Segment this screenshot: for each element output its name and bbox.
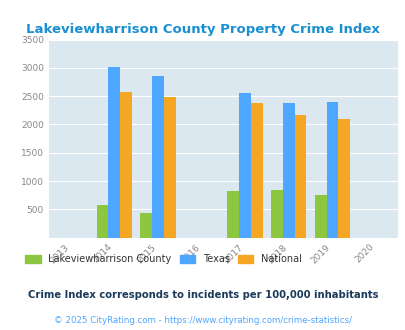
Text: Lakeviewharrison County Property Crime Index: Lakeviewharrison County Property Crime I…: [26, 23, 379, 36]
Bar: [120, 92, 132, 238]
Bar: [108, 67, 120, 238]
Bar: [250, 103, 262, 238]
Bar: [326, 102, 337, 238]
Bar: [282, 103, 294, 238]
Bar: [96, 205, 108, 238]
Bar: [227, 191, 239, 238]
Bar: [271, 190, 282, 238]
Bar: [151, 76, 163, 238]
Bar: [239, 93, 250, 238]
Text: © 2025 CityRating.com - https://www.cityrating.com/crime-statistics/: © 2025 CityRating.com - https://www.city…: [54, 315, 351, 325]
Bar: [140, 213, 151, 238]
Bar: [337, 119, 349, 238]
Legend: Lakeviewharrison County, Texas, National: Lakeviewharrison County, Texas, National: [25, 254, 301, 264]
Text: Crime Index corresponds to incidents per 100,000 inhabitants: Crime Index corresponds to incidents per…: [28, 290, 377, 300]
Bar: [294, 115, 306, 238]
Bar: [314, 195, 326, 238]
Bar: [163, 97, 175, 238]
